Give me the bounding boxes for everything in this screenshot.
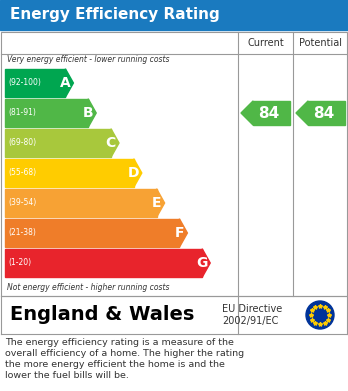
Polygon shape bbox=[296, 101, 308, 125]
Text: 2002/91/EC: 2002/91/EC bbox=[222, 316, 278, 326]
Text: lower the fuel bills will be.: lower the fuel bills will be. bbox=[5, 371, 129, 380]
Bar bbox=[5, 219, 180, 247]
Bar bbox=[5, 249, 202, 277]
Text: (1-20): (1-20) bbox=[8, 258, 31, 267]
Text: Not energy efficient - higher running costs: Not energy efficient - higher running co… bbox=[7, 283, 169, 292]
Text: 84: 84 bbox=[313, 106, 334, 120]
Text: (21-38): (21-38) bbox=[8, 228, 36, 237]
Text: E: E bbox=[152, 196, 161, 210]
Text: (92-100): (92-100) bbox=[8, 79, 41, 88]
Polygon shape bbox=[65, 69, 73, 97]
Text: the more energy efficient the home is and the: the more energy efficient the home is an… bbox=[5, 360, 225, 369]
Text: 84: 84 bbox=[258, 106, 279, 120]
Bar bbox=[253, 101, 290, 125]
Circle shape bbox=[306, 301, 334, 329]
Bar bbox=[5, 189, 157, 217]
Text: The energy efficiency rating is a measure of the: The energy efficiency rating is a measur… bbox=[5, 338, 234, 347]
Text: England & Wales: England & Wales bbox=[10, 305, 195, 325]
Text: C: C bbox=[106, 136, 116, 150]
Bar bbox=[5, 69, 65, 97]
Polygon shape bbox=[111, 129, 119, 157]
Text: G: G bbox=[196, 256, 207, 270]
Bar bbox=[5, 129, 111, 157]
Text: D: D bbox=[127, 166, 139, 180]
Text: (55-68): (55-68) bbox=[8, 169, 36, 178]
Text: (39-54): (39-54) bbox=[8, 199, 36, 208]
Text: Potential: Potential bbox=[299, 38, 342, 48]
Text: Energy Efficiency Rating: Energy Efficiency Rating bbox=[10, 7, 220, 23]
Polygon shape bbox=[202, 249, 210, 277]
Bar bbox=[5, 99, 88, 127]
Bar bbox=[308, 101, 345, 125]
Text: B: B bbox=[82, 106, 93, 120]
Bar bbox=[1, 296, 347, 334]
Polygon shape bbox=[88, 99, 96, 127]
Text: EU Directive: EU Directive bbox=[222, 304, 282, 314]
Bar bbox=[5, 159, 134, 187]
Polygon shape bbox=[180, 219, 188, 247]
Text: overall efficiency of a home. The higher the rating: overall efficiency of a home. The higher… bbox=[5, 349, 244, 358]
Polygon shape bbox=[157, 189, 165, 217]
Text: (81-91): (81-91) bbox=[8, 108, 36, 118]
Text: F: F bbox=[175, 226, 184, 240]
Text: A: A bbox=[60, 76, 70, 90]
Text: Current: Current bbox=[247, 38, 284, 48]
Text: (69-80): (69-80) bbox=[8, 138, 36, 147]
Bar bbox=[0, 0, 348, 30]
Text: Very energy efficient - lower running costs: Very energy efficient - lower running co… bbox=[7, 56, 169, 65]
Polygon shape bbox=[134, 159, 142, 187]
Polygon shape bbox=[241, 101, 253, 125]
Bar bbox=[1, 32, 347, 296]
